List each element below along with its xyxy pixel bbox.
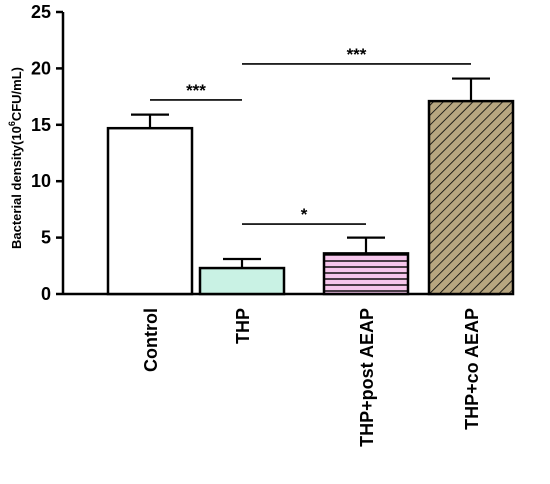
y-axis-label: Bacterial density(106CFU/mL) bbox=[7, 67, 24, 249]
y-tick-label: 5 bbox=[41, 228, 51, 248]
x-category-label: THP bbox=[233, 308, 253, 344]
significance-label: * bbox=[301, 205, 308, 224]
bar bbox=[198, 266, 286, 296]
bars bbox=[106, 77, 515, 296]
y-tick-label: 20 bbox=[31, 58, 51, 78]
y-tick-label: 15 bbox=[31, 115, 51, 135]
bar bbox=[322, 252, 410, 296]
x-category-label: THP+co AEAP bbox=[462, 308, 482, 430]
y-tick-label: 10 bbox=[31, 171, 51, 191]
significance-label: *** bbox=[186, 81, 206, 100]
significance-label: *** bbox=[347, 45, 367, 64]
x-category-label: Control bbox=[141, 308, 161, 372]
y-tick-label: 0 bbox=[41, 284, 51, 304]
y-tick-label: 25 bbox=[31, 2, 51, 22]
bar bbox=[427, 99, 515, 296]
significance-markers: ******* bbox=[150, 45, 471, 225]
x-axis-labels: Control THP THP+post AEAP THP+co AEAP bbox=[141, 308, 482, 447]
x-category-label: THP+post AEAP bbox=[357, 308, 377, 447]
bar bbox=[106, 126, 194, 296]
